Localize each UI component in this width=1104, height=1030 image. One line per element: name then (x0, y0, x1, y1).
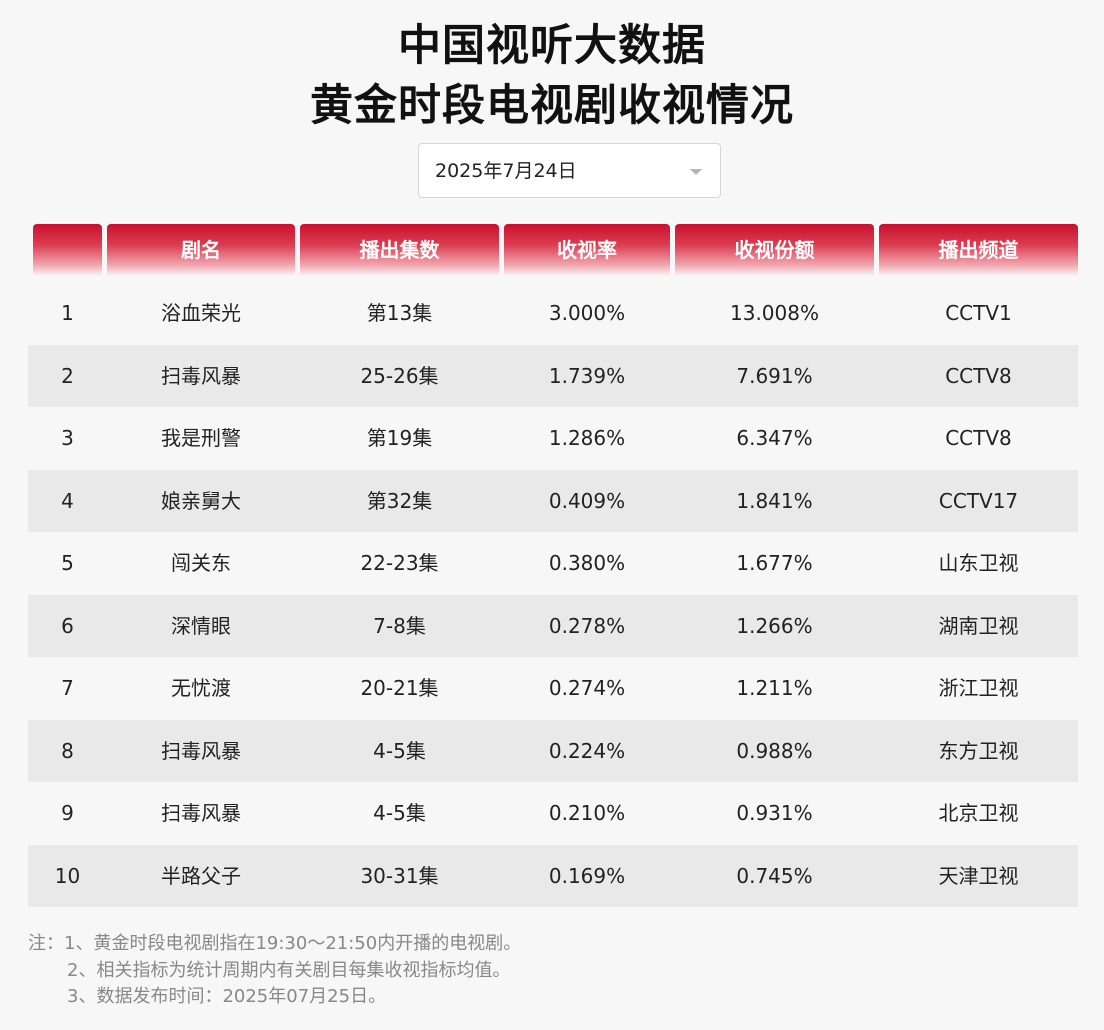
cell-share: 0.931% (736, 801, 813, 825)
table-row: 1 浴血荣光 第13集 3.000% 13.008% CCTV1 (28, 282, 1078, 345)
cell-channel: 天津卫视 (938, 863, 1019, 888)
cell-rank: 2 (61, 363, 74, 388)
cell-share: 1.211% (736, 676, 813, 700)
cell-title: 扫毒风暴 (161, 738, 241, 763)
cell-episodes: 20-21集 (360, 676, 439, 700)
cell-channel: CCTV8 (945, 363, 1012, 388)
cell-title: 半路父子 (161, 863, 241, 888)
cell-rank: 8 (61, 738, 74, 763)
cell-rank: 4 (61, 488, 74, 513)
column-header-title: 剧名 (107, 224, 295, 276)
date-select-value: 2025年7月24日 (435, 160, 577, 182)
note-1: 注：1、黄金时段电视剧指在19:30～21:50内开播的电视剧。 (28, 933, 522, 954)
cell-rank: 7 (61, 676, 74, 700)
cell-channel: CCTV1 (945, 301, 1012, 325)
table-row: 10 半路父子 30-31集 0.169% 0.745% 天津卫视 (28, 844, 1078, 907)
cell-share: 1.677% (736, 551, 813, 575)
cell-title: 闯关东 (171, 551, 231, 575)
note-3: 3、数据发布时间：2025年07月25日。 (67, 986, 387, 1007)
cell-channel: 山东卫视 (938, 551, 1019, 575)
cell-rank: 6 (61, 613, 74, 638)
table-row: 6 深情眼 7-8集 0.278% 1.266% 湖南卫视 (28, 594, 1078, 657)
chevron-down-icon[interactable] (690, 169, 702, 175)
date-select[interactable]: 2025年7月24日 (418, 143, 721, 198)
cell-rating: 0.409% (548, 488, 626, 513)
cell-rank: 3 (61, 426, 74, 450)
cell-episodes: 30-31集 (360, 863, 439, 888)
cell-channel: 东方卫视 (938, 738, 1019, 763)
page-subtitle: 黄金时段电视剧收视情况 (310, 81, 794, 131)
cell-rating: 3.000% (548, 301, 626, 325)
cell-share: 6.347% (736, 426, 813, 450)
column-header-episodes: 播出集数 (300, 224, 499, 276)
table-header: 剧名 播出集数 收视率 收视份额 播出频道 (0, 224, 1104, 276)
cell-rating: 0.224% (548, 738, 626, 763)
cell-channel: CCTV8 (945, 426, 1012, 450)
cell-share: 1.266% (736, 613, 813, 638)
cell-title: 浴血荣光 (161, 301, 241, 325)
table-row: 8 扫毒风暴 4-5集 0.224% 0.988% 东方卫视 (28, 719, 1078, 782)
cell-rating: 1.739% (548, 363, 626, 388)
cell-rating: 1.286% (548, 426, 626, 450)
cell-share: 7.691% (736, 363, 813, 388)
table-row: 9 扫毒风暴 4-5集 0.210% 0.931% 北京卫视 (28, 782, 1078, 845)
cell-episodes: 第32集 (366, 488, 433, 513)
cell-episodes: 4-5集 (373, 738, 426, 763)
cell-share: 1.841% (736, 488, 813, 513)
cell-episodes: 4-5集 (373, 801, 426, 825)
cell-title: 娘亲舅大 (161, 488, 241, 513)
column-header-rating: 收视率 (504, 224, 670, 276)
cell-rank: 9 (61, 801, 74, 825)
cell-title: 无忧渡 (171, 676, 231, 700)
cell-title: 扫毒风暴 (161, 801, 241, 825)
cell-channel: 浙江卫视 (938, 676, 1019, 700)
cell-episodes: 第13集 (366, 301, 433, 325)
cell-rating: 0.274% (548, 676, 626, 700)
table-body: 1 浴血荣光 第13集 3.000% 13.008% CCTV1 2 扫毒风暴 25-26集 1.… (28, 282, 1078, 907)
cell-rating: 0.380% (548, 551, 626, 575)
column-header-rank (33, 224, 102, 276)
cell-rank: 5 (61, 551, 74, 575)
cell-episodes: 第19集 (366, 426, 433, 450)
cell-share: 0.988% (736, 738, 813, 763)
cell-rank: 1 (61, 301, 74, 325)
table-row: 5 闯关东 22-23集 0.380% 1.677% 山东卫视 (28, 532, 1078, 595)
cell-episodes: 7-8集 (373, 613, 426, 638)
cell-rank: 10 (54, 863, 81, 888)
cell-rating: 0.210% (548, 801, 626, 825)
cell-episodes: 22-23集 (360, 551, 439, 575)
page-title: 中国视听大数据 (398, 21, 706, 71)
cell-episodes: 25-26集 (360, 363, 439, 388)
column-header-channel: 播出频道 (879, 224, 1078, 276)
cell-title: 我是刑警 (161, 426, 241, 450)
cell-share: 13.008% (730, 301, 819, 325)
table-row: 7 无忧渡 20-21集 0.274% 1.211% 浙江卫视 (28, 657, 1078, 720)
table-row: 2 扫毒风暴 25-26集 1.739% 7.691% CCTV8 (28, 344, 1078, 407)
cell-channel: 北京卫视 (938, 801, 1019, 825)
cell-rating: 0.278% (548, 613, 626, 638)
note-2: 2、相关指标为统计周期内有关剧目每集收视指标均值。 (67, 960, 511, 981)
cell-title: 扫毒风暴 (161, 363, 241, 388)
cell-rating: 0.169% (548, 863, 626, 888)
cell-title: 深情眼 (171, 613, 231, 638)
column-header-share: 收视份额 (675, 224, 874, 276)
cell-channel: CCTV17 (938, 488, 1019, 513)
cell-share: 0.745% (736, 863, 813, 888)
table-row: 3 我是刑警 第19集 1.286% 6.347% CCTV8 (28, 407, 1078, 470)
table-row: 4 娘亲舅大 第32集 0.409% 1.841% CCTV17 (28, 469, 1078, 532)
cell-channel: 湖南卫视 (938, 613, 1019, 638)
